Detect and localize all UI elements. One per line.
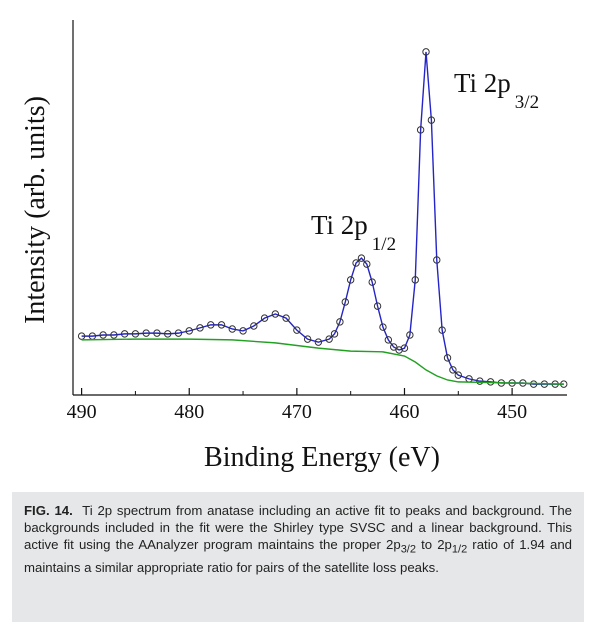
annotation-text: Ti 2p	[454, 68, 511, 98]
data-point	[293, 326, 301, 334]
series-line	[81, 338, 564, 385]
annotation-text: Ti 2p	[311, 210, 368, 240]
data-point	[390, 343, 398, 351]
data-point	[368, 278, 376, 286]
x-tick-label: 490	[67, 401, 97, 423]
data-point	[416, 126, 425, 134]
data-point	[476, 377, 484, 385]
data-point	[282, 314, 290, 322]
data-point	[454, 371, 462, 379]
data-point	[314, 338, 323, 346]
data-point	[352, 259, 360, 267]
data-point	[110, 331, 118, 339]
annotation-sub: 1/2	[372, 234, 396, 255]
data-point	[142, 329, 150, 337]
x-tick-label: 450	[497, 401, 527, 423]
data-point	[346, 276, 355, 284]
caption-text: to 2p	[415, 537, 452, 552]
annotation-sub: 3/2	[515, 92, 539, 113]
data-point	[153, 329, 161, 337]
data-point	[384, 336, 393, 344]
data-point	[330, 330, 339, 338]
data-point	[379, 323, 387, 331]
data-point	[164, 330, 172, 338]
caption-text: ratio of 1.94 and maintains a similar ap…	[24, 537, 572, 575]
data-point	[207, 321, 215, 329]
y-axis-label: Intensity (arb. units)	[20, 96, 51, 324]
data-point	[400, 344, 409, 352]
data-point	[325, 335, 333, 343]
data-point	[433, 256, 441, 264]
annotation: Ti 2p3/2	[454, 68, 539, 113]
data-point	[228, 325, 236, 333]
data-point	[260, 314, 269, 322]
data-point	[411, 276, 419, 284]
data-point	[443, 354, 452, 362]
data-point	[406, 331, 414, 339]
data-point	[336, 318, 344, 326]
x-axis-label: Binding Energy (eV)	[204, 442, 440, 473]
data-point	[341, 298, 349, 306]
chart: Intensity (arb. units) Binding Energy (e…	[20, 20, 568, 473]
data-point	[174, 329, 183, 337]
data-point	[250, 322, 258, 330]
data-point	[303, 335, 312, 343]
data-point	[120, 330, 129, 338]
data-point	[271, 310, 280, 318]
data-point	[217, 321, 226, 329]
x-tick-label: 460	[389, 401, 419, 423]
x-tick-label: 480	[174, 401, 204, 423]
data-point	[357, 254, 366, 262]
data-point	[373, 302, 382, 310]
annotation: Ti 2p1/2	[311, 210, 396, 255]
data-point	[196, 324, 204, 332]
data-point	[422, 48, 430, 56]
data-point	[239, 327, 247, 335]
caption-sub: 3/2	[400, 543, 416, 556]
x-tick-label: 470	[282, 401, 312, 423]
data-point	[427, 116, 436, 124]
data-point	[438, 326, 446, 334]
caption-text: Ti 2p spectrum from anatase including an…	[24, 503, 572, 552]
caption-sub: 1/2	[451, 543, 468, 556]
caption-label: FIG. 14.	[24, 503, 73, 518]
data-point	[131, 330, 140, 338]
data-point	[363, 260, 371, 268]
data-point	[185, 327, 193, 335]
data-point	[99, 331, 107, 339]
data-point	[449, 366, 457, 374]
caption: FIG. 14. Ti 2p spectrum from anatase inc…	[12, 492, 584, 622]
